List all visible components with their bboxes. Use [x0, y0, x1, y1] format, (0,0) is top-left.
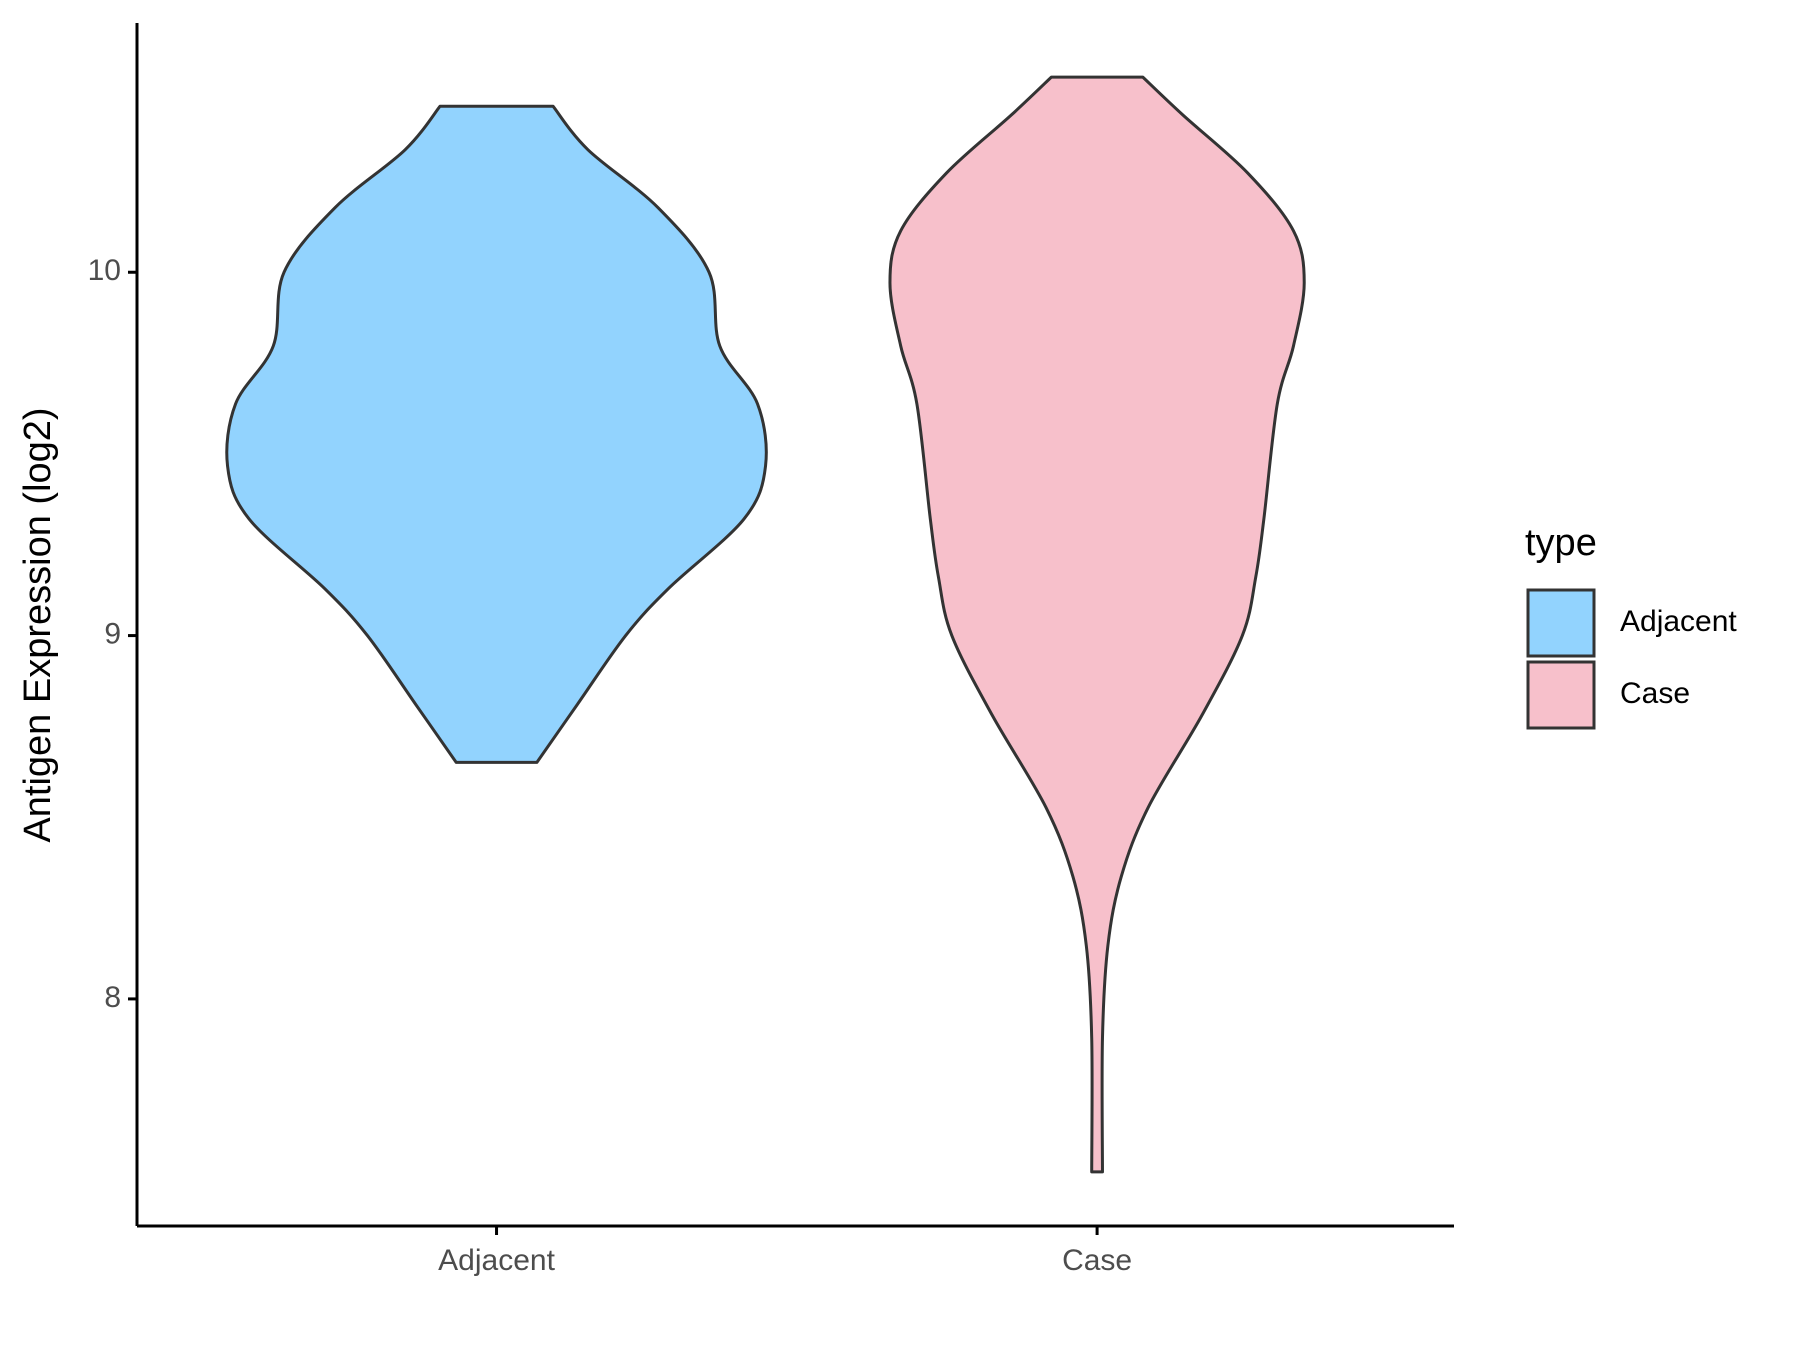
legend-key	[1526, 588, 1596, 658]
legend-label: Case	[1620, 677, 1690, 710]
legend-label: Adjacent	[1620, 605, 1737, 638]
x-tick-label: Case	[1062, 1244, 1132, 1277]
legend-key	[1526, 660, 1596, 730]
y-tick-label: 9	[104, 618, 121, 651]
x-tick-label: Adjacent	[438, 1244, 555, 1277]
y-axis-label: Antigen Expression (log2)	[17, 407, 59, 842]
y-tick-label: 10	[88, 254, 121, 287]
violin	[888, 75, 1306, 1174]
y-tick-label: 8	[104, 981, 121, 1014]
violin	[225, 104, 768, 764]
legend-title: type	[1525, 522, 1597, 564]
